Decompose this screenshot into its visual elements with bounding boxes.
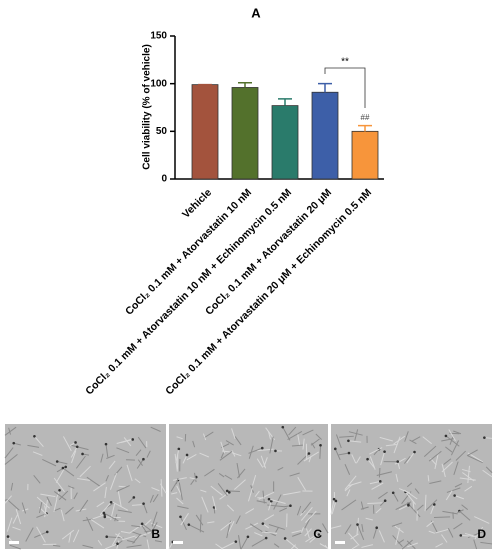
nucleus (188, 523, 191, 526)
nucleus (379, 480, 382, 483)
nucleus (33, 435, 36, 438)
nucleus (334, 448, 337, 451)
nucleus (407, 504, 410, 507)
scale-bar (9, 541, 19, 544)
cell (379, 468, 380, 477)
y-tick-label: 150 (150, 31, 167, 42)
nucleus (335, 500, 338, 503)
nucleus (459, 534, 462, 537)
nucleus (348, 452, 351, 455)
nucleus (7, 535, 10, 538)
error-bar (318, 84, 332, 93)
nucleus (347, 439, 350, 442)
nucleus (76, 445, 79, 448)
cell (367, 503, 383, 504)
cell (200, 514, 201, 532)
micrograph-bg (331, 424, 492, 549)
panel-label: C (313, 527, 322, 541)
nucleus (105, 535, 108, 538)
nucleus (384, 499, 387, 502)
annotation: ** (341, 57, 349, 68)
nucleus (247, 535, 250, 538)
micrograph: D (331, 424, 492, 549)
error-bar (358, 126, 372, 132)
scale-bar (335, 541, 345, 544)
cell (161, 479, 162, 496)
nucleus (228, 491, 231, 494)
error-bar (238, 83, 252, 88)
nucleus (284, 537, 287, 540)
nucleus (483, 436, 486, 439)
bar (192, 85, 218, 179)
nucleus (46, 531, 49, 534)
nucleus (142, 502, 145, 505)
nucleus (453, 494, 456, 497)
nucleus (133, 496, 136, 499)
nucleus (142, 458, 145, 461)
error-bar (278, 99, 292, 106)
nucleus (333, 498, 336, 501)
nucleus (392, 491, 395, 494)
nucleus (319, 444, 322, 447)
panel-label: B (151, 527, 160, 541)
nucleus (226, 490, 229, 493)
nucleus (74, 441, 77, 444)
cell (320, 445, 321, 459)
nucleus (396, 460, 399, 463)
scale-bar (173, 541, 183, 544)
nucleus (179, 515, 182, 518)
nucleus (56, 460, 59, 463)
nucleus (110, 501, 113, 504)
micrograph: B (5, 424, 166, 549)
bar (352, 131, 378, 179)
nucleus (445, 435, 448, 438)
nucleus (268, 498, 271, 501)
y-axis-label: Cell viability (% of vehicle) (142, 44, 153, 170)
nucleus (103, 512, 106, 515)
bar (272, 106, 298, 179)
nucleus (178, 448, 181, 451)
nucleus (274, 450, 277, 453)
cell (428, 475, 429, 481)
nucleus (186, 454, 189, 457)
nucleus (265, 537, 268, 540)
nucleus (262, 522, 265, 525)
nucleus (383, 450, 386, 453)
nucleus (289, 504, 292, 507)
bar (312, 92, 338, 179)
bar (232, 87, 258, 179)
nucleus (64, 466, 67, 469)
y-tick-label: 0 (161, 174, 167, 185)
nucleus (141, 522, 144, 525)
micrograph: C (169, 424, 328, 549)
annotation: ## (361, 113, 370, 122)
nucleus (104, 516, 107, 519)
cell (434, 517, 450, 518)
nucleus (116, 542, 119, 545)
nucleus (62, 467, 65, 470)
y-tick-label: 100 (150, 78, 167, 89)
nucleus (281, 426, 284, 429)
nucleus (12, 442, 15, 445)
nucleus (58, 489, 61, 492)
nucleus (235, 540, 238, 543)
nucleus (105, 443, 108, 446)
panel-label: D (477, 527, 486, 541)
nucleus (375, 526, 378, 529)
nucleus (131, 438, 134, 441)
x-tick-label: Vehicle (180, 186, 214, 220)
nucleus (308, 452, 311, 455)
nucleus (356, 523, 359, 526)
y-tick-label: 50 (156, 126, 168, 137)
nucleus (366, 458, 369, 461)
chart-title: A (251, 5, 261, 20)
nucleus (261, 447, 264, 450)
nucleus (413, 451, 416, 454)
nucleus (81, 453, 84, 456)
